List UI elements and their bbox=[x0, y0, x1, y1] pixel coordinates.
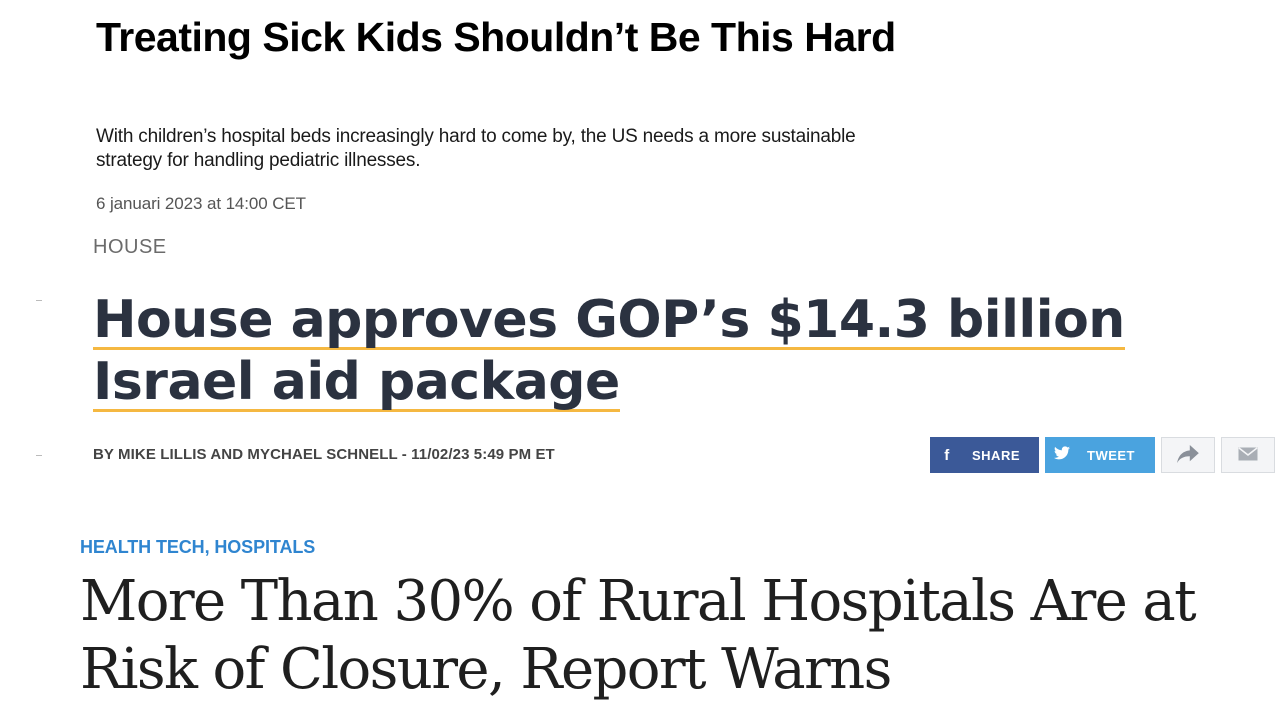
facebook-share-label: SHARE bbox=[972, 447, 1021, 463]
twitter-tweet-label: TWEET bbox=[1087, 447, 1135, 463]
facebook-icon: f bbox=[944, 446, 950, 464]
section-kicker-house[interactable]: HOUSE bbox=[93, 236, 167, 258]
byline: BY MIKE LILLIS AND MYCHAEL SCHNELL - 11/… bbox=[93, 446, 555, 463]
headline-israel-aid[interactable]: House approves GOP’s $14.3 billion Israe… bbox=[93, 289, 1173, 413]
headline-rural-hospitals[interactable]: More Than 30% of Rural Hospitals Are at … bbox=[80, 569, 1197, 702]
forward-share-button[interactable] bbox=[1161, 437, 1215, 473]
category-health-tech[interactable]: HEALTH TECH bbox=[80, 537, 205, 557]
twitter-tweet-button[interactable]: TWEET bbox=[1045, 437, 1155, 473]
share-bar: f SHARE TWEET bbox=[930, 437, 1275, 473]
envelope-icon bbox=[1238, 446, 1258, 464]
margin-dash bbox=[36, 455, 42, 456]
category-hospitals[interactable]: HOSPITALS bbox=[214, 537, 316, 557]
forward-arrow-icon bbox=[1177, 444, 1199, 466]
margin-dash bbox=[36, 300, 42, 301]
twitter-icon bbox=[1045, 446, 1079, 464]
facebook-share-button[interactable]: f SHARE bbox=[930, 437, 1039, 473]
article-dek: With children’s hospital beds increasing… bbox=[96, 126, 856, 171]
headline-sick-kids[interactable]: Treating Sick Kids Shouldn’t Be This Har… bbox=[96, 14, 896, 60]
category-links: HEALTH TECH, HOSPITALS bbox=[80, 537, 315, 558]
category-separator: , bbox=[204, 537, 210, 557]
headline-line-2: Israel aid package bbox=[93, 352, 620, 412]
publish-date: 6 januari 2023 at 14:00 CET bbox=[96, 194, 306, 213]
headline-line-1: House approves GOP’s $14.3 billion bbox=[93, 290, 1125, 350]
email-share-button[interactable] bbox=[1221, 437, 1275, 473]
